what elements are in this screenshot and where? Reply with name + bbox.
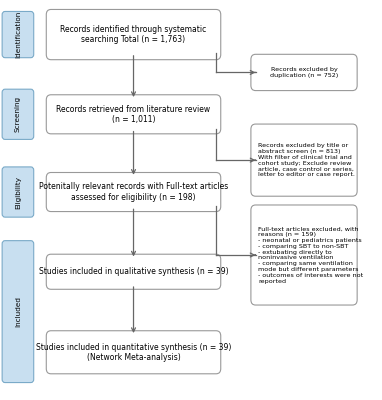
FancyBboxPatch shape: [46, 254, 221, 289]
FancyBboxPatch shape: [46, 172, 221, 212]
Text: Included: Included: [15, 296, 21, 327]
Text: Records excluded by title or
abstract screen (n = 813)
With filter of clinical t: Records excluded by title or abstract sc…: [259, 143, 355, 177]
FancyBboxPatch shape: [46, 331, 221, 374]
Text: Screening: Screening: [15, 96, 21, 132]
FancyBboxPatch shape: [2, 89, 34, 140]
FancyBboxPatch shape: [251, 205, 357, 305]
FancyBboxPatch shape: [2, 241, 34, 382]
Text: Identification: Identification: [15, 11, 21, 58]
FancyBboxPatch shape: [46, 10, 221, 60]
Text: Records identified through systematic
searching Total (n = 1,763): Records identified through systematic se…: [60, 25, 207, 44]
Text: Potenitally relevant records with Full-text articles
assessed for eligibility (n: Potenitally relevant records with Full-t…: [39, 182, 228, 202]
FancyBboxPatch shape: [2, 167, 34, 217]
FancyBboxPatch shape: [251, 124, 357, 196]
Text: Eligibility: Eligibility: [15, 176, 21, 208]
FancyBboxPatch shape: [251, 54, 357, 90]
Text: Records excluded by
duplication (n = 752): Records excluded by duplication (n = 752…: [270, 67, 338, 78]
FancyBboxPatch shape: [2, 12, 34, 58]
Text: Full-text articles excluded, with
reasons (n = 159)
- neonatal or pediatrics pat: Full-text articles excluded, with reason…: [259, 226, 364, 284]
Text: Studies included in qualitative synthesis (n = 39): Studies included in qualitative synthesi…: [39, 267, 228, 276]
FancyBboxPatch shape: [46, 95, 221, 134]
Text: Records retrieved from literature review
(n = 1,011): Records retrieved from literature review…: [57, 104, 210, 124]
Text: Studies included in quantitative synthesis (n = 39)
(Network Meta-analysis): Studies included in quantitative synthes…: [36, 342, 231, 362]
